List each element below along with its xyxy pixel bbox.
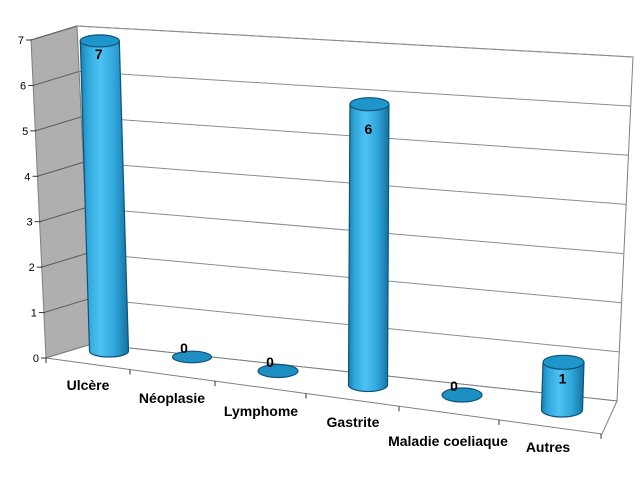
category-label: Ulcère (67, 377, 110, 393)
y-axis-label: 0 (33, 353, 39, 365)
bar-4: 6 (347, 97, 390, 393)
y-axis-label: 2 (29, 262, 35, 274)
y-axis-label: 1 (31, 308, 37, 320)
bar-3: 0 (257, 354, 299, 379)
cylinder-body (347, 103, 390, 393)
category-label: Gastrite (327, 414, 380, 430)
bar-value-label: 0 (450, 378, 458, 394)
left-wall-gridline (30, 25, 78, 41)
bar-value-label: 0 (266, 354, 274, 370)
left-wall-gridline (35, 116, 82, 132)
cylinder-top (542, 354, 585, 370)
bar-value-label: 7 (95, 46, 103, 62)
gridline (79, 70, 631, 107)
left-wall-gridline (37, 161, 84, 177)
y-axis-label: 3 (26, 217, 32, 229)
bar-value-label: 1 (559, 370, 567, 386)
cylinder-body (79, 40, 130, 358)
bar-6: 1 (540, 354, 585, 418)
cylinder-top (79, 34, 120, 48)
category-label: Néoplasie (139, 390, 205, 406)
category-label: Lymphome (224, 403, 298, 419)
y-axis-label: 7 (18, 35, 24, 47)
cylinder-flat (441, 387, 483, 403)
cylinder-flat (257, 363, 299, 379)
bar-5: 0 (441, 378, 483, 403)
left-wall-gridline (39, 207, 86, 223)
cylinder-flat (171, 350, 213, 364)
cylinder-top (349, 97, 390, 112)
bar-value-label: 6 (365, 121, 373, 137)
bar-2: 0 (171, 340, 213, 364)
category-label: Autres (526, 439, 571, 455)
y-axis-label: 4 (24, 171, 30, 183)
bar-value-label: 0 (180, 340, 188, 356)
gridline (76, 25, 634, 58)
bar-1: 7 (79, 34, 130, 358)
left-wall-gridline (43, 298, 91, 314)
floor (45, 343, 618, 435)
y-axis-label: 5 (22, 126, 28, 138)
cylinder-body (540, 361, 585, 418)
category-label: Maladie coeliaque (388, 433, 508, 449)
left-wall-gridline (32, 70, 80, 86)
y-axis-label: 6 (20, 80, 26, 92)
left-wall-gridline (41, 252, 88, 268)
